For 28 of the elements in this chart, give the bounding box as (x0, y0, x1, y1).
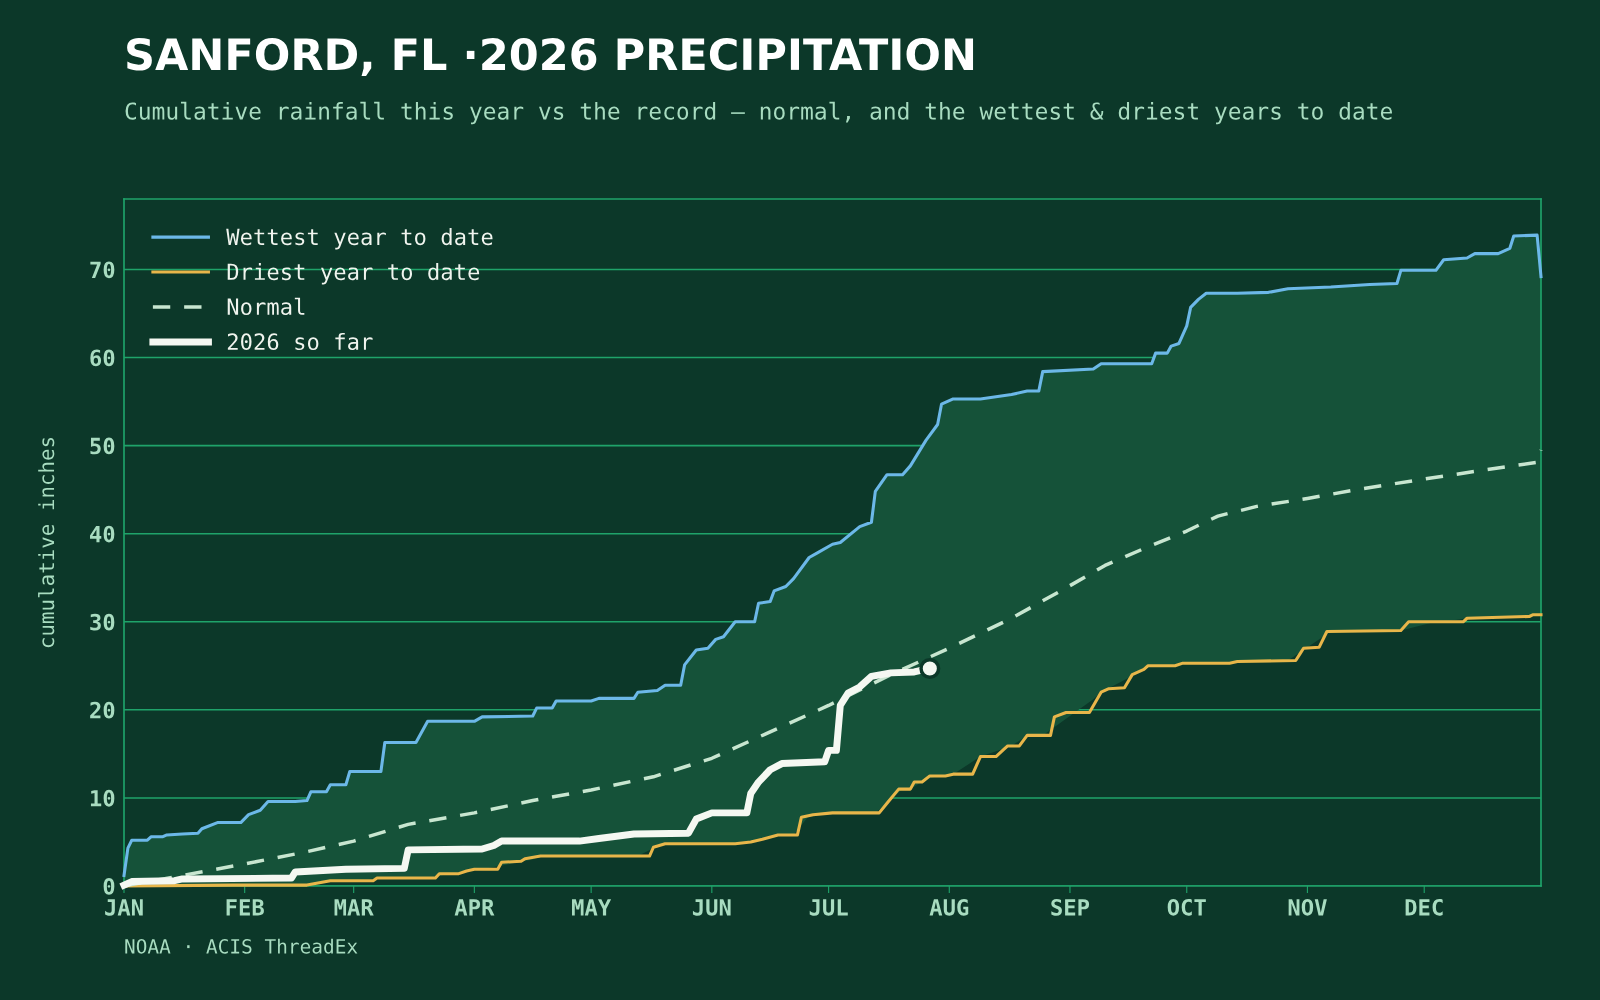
legend-label: Wettest year to date (226, 228, 493, 250)
x-tick-label: JAN (105, 899, 143, 916)
y-tick-label: 30 (90, 613, 115, 631)
x-tick-label: FEB (226, 899, 264, 916)
y-tick-label: 0 (103, 877, 115, 895)
x-tick-label: AUG (929, 898, 969, 916)
text: NOAA · ACIS ThreadEx (125, 938, 358, 954)
y-tick-label: 60 (90, 349, 115, 367)
x-tick-label: JUL (809, 899, 848, 916)
x-tick-label: NOV (1288, 898, 1327, 916)
chart-subtitle: Cumulative rainfall this year vs the record — normal, and the wettest & driest years to date (125, 101, 1392, 125)
legend-label: Normal (227, 297, 305, 316)
y-tick-label: 10 (90, 789, 115, 807)
y-tick-label: 20 (90, 701, 115, 719)
x-tick-label: MAR (334, 899, 374, 916)
x-tick-label: MAY (572, 899, 612, 916)
y-tick-label: 40 (90, 525, 115, 543)
x-tick-label: APR (454, 899, 495, 916)
y-tick-label: 50 (90, 437, 115, 455)
x-tick-label: JUN (692, 899, 731, 916)
legend-label: Driest year to date (227, 262, 480, 285)
y-axis-title: cumulative inches (38, 437, 55, 648)
y-tick-label: 70 (90, 261, 115, 279)
x-tick-label: DEC (1405, 898, 1443, 916)
legend-label: 2026 so far (227, 332, 373, 351)
chart-title: SANFORD, FL ·2026 PRECIPITATION (127, 37, 974, 76)
x-tick-label: SEP (1051, 898, 1090, 916)
x-tick-label: OCT (1167, 898, 1206, 916)
